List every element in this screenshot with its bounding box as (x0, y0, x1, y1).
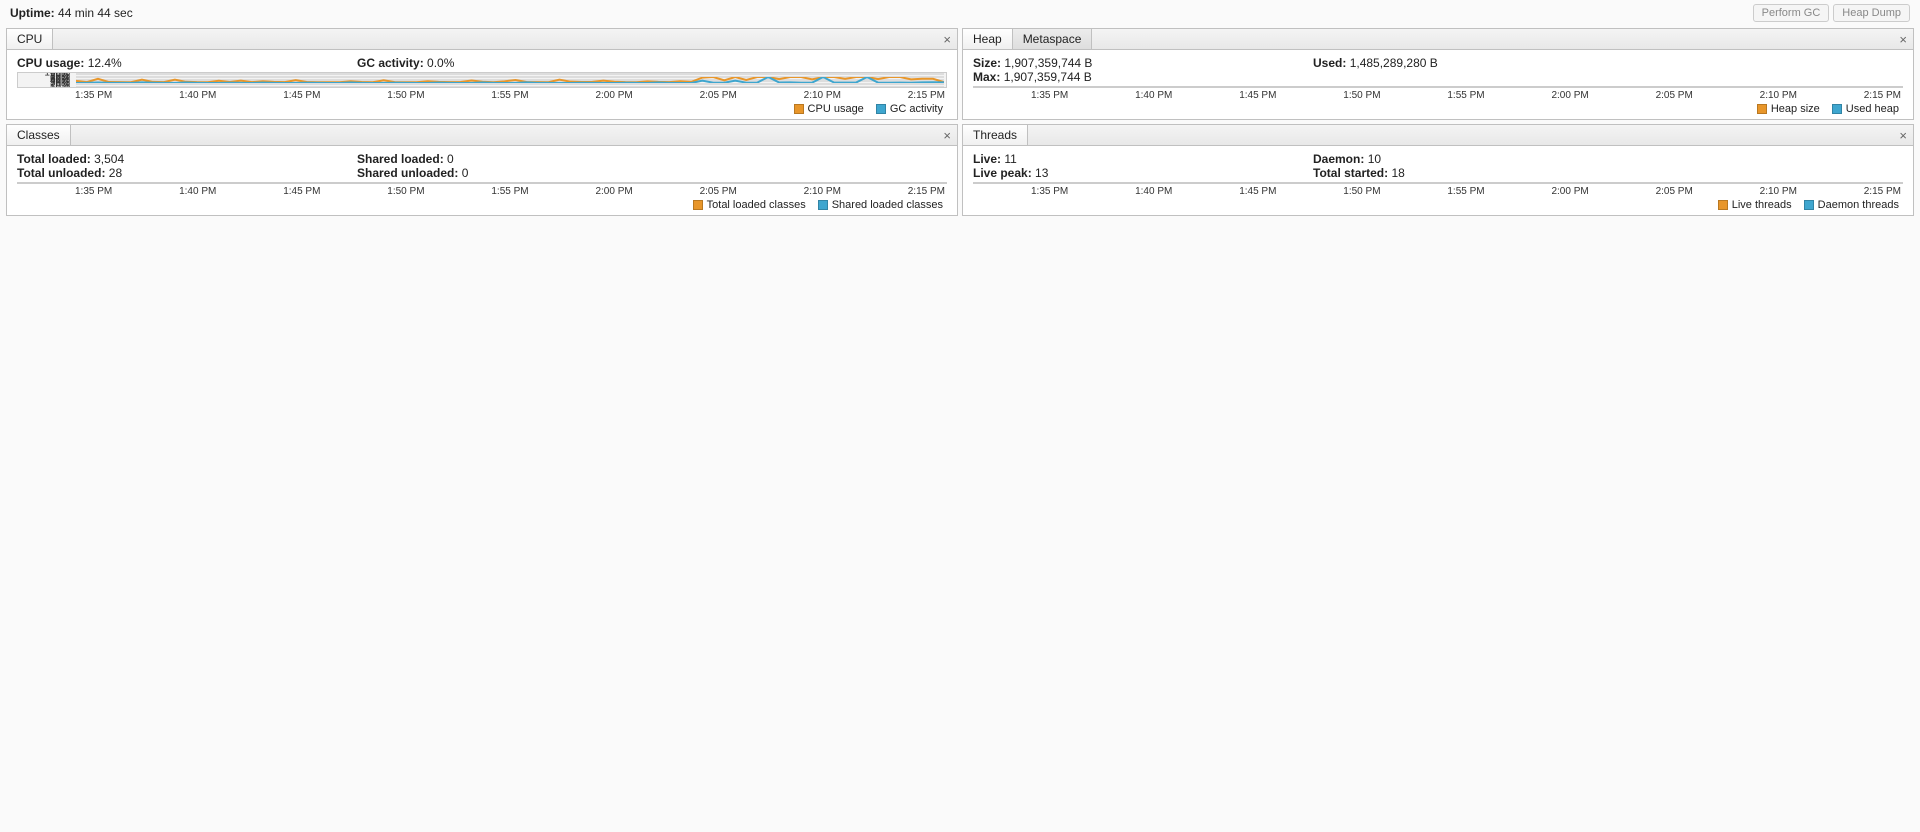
swatch-icon (693, 200, 703, 210)
heap-panel: Heap Metaspace × Size: 1,907,359,744 B U… (962, 28, 1914, 120)
heap-stats: Size: 1,907,359,744 B Used: 1,485,289,28… (973, 56, 1903, 84)
cpu-xaxis: 1:35 PM1:40 PM1:45 PM1:50 PM1:55 PM2:00 … (17, 88, 947, 101)
perform-gc-button[interactable]: Perform GC (1753, 4, 1830, 22)
heap-xaxis: 1:35 PM1:40 PM1:45 PM1:50 PM1:55 PM2:00 … (973, 88, 1903, 101)
classes-tabs: Classes × (7, 125, 957, 146)
swatch-icon (794, 104, 804, 114)
threads-stats: Live: 11 Daemon: 10 Live peak: 13 Total … (973, 152, 1903, 180)
heap-tabs: Heap Metaspace × (963, 29, 1913, 50)
threads-tabs: Threads × (963, 125, 1913, 146)
uptime-label: Uptime: 44 min 44 sec (10, 6, 133, 20)
heap-chart: 0 MB250 MB500 MB750 MB1,000 MB1,250 MB1,… (973, 86, 1903, 88)
heap-dump-button[interactable]: Heap Dump (1833, 4, 1910, 22)
tab-threads[interactable]: Threads (963, 125, 1028, 145)
swatch-icon (876, 104, 886, 114)
classes-legend: Total loaded classes Shared loaded class… (17, 197, 947, 213)
tab-heap[interactable]: Heap (963, 29, 1013, 49)
cpu-chart: 0%10%20%30%40%50%60%70%80%90%100% (17, 72, 947, 88)
tab-metaspace[interactable]: Metaspace (1013, 29, 1093, 49)
close-icon[interactable]: × (1893, 32, 1913, 47)
top-bar: Uptime: 44 min 44 sec Perform GC Heap Du… (0, 0, 1920, 26)
close-icon[interactable]: × (937, 32, 957, 47)
threads-legend: Live threads Daemon threads (973, 197, 1903, 213)
cpu-stats: CPU usage: 12.4% GC activity: 0.0% (17, 56, 947, 70)
swatch-icon (1832, 104, 1842, 114)
classes-chart: 05001,0001,5002,0002,5003,0003,500 (17, 182, 947, 184)
threads-panel: Threads × Live: 11 Daemon: 10 Live peak:… (962, 124, 1914, 216)
tab-classes[interactable]: Classes (7, 125, 71, 145)
classes-stats: Total loaded: 3,504 Shared loaded: 0 Tot… (17, 152, 947, 180)
heap-legend: Heap size Used heap (973, 101, 1903, 117)
classes-xaxis: 1:35 PM1:40 PM1:45 PM1:50 PM1:55 PM2:00 … (17, 184, 947, 197)
swatch-icon (818, 200, 828, 210)
cpu-legend: CPU usage GC activity (17, 101, 947, 117)
swatch-icon (1718, 200, 1728, 210)
threads-chart: 024681012 (973, 182, 1903, 184)
swatch-icon (1804, 200, 1814, 210)
close-icon[interactable]: × (937, 128, 957, 143)
cpu-tabs: CPU × (7, 29, 957, 50)
close-icon[interactable]: × (1893, 128, 1913, 143)
threads-xaxis: 1:35 PM1:40 PM1:45 PM1:50 PM1:55 PM2:00 … (973, 184, 1903, 197)
swatch-icon (1757, 104, 1767, 114)
top-buttons: Perform GC Heap Dump (1753, 4, 1910, 22)
cpu-panel: CPU × CPU usage: 12.4% GC activity: 0.0%… (6, 28, 958, 120)
dashboard-grid: CPU × CPU usage: 12.4% GC activity: 0.0%… (0, 26, 1920, 222)
tab-cpu[interactable]: CPU (7, 29, 53, 49)
classes-panel: Classes × Total loaded: 3,504 Shared loa… (6, 124, 958, 216)
